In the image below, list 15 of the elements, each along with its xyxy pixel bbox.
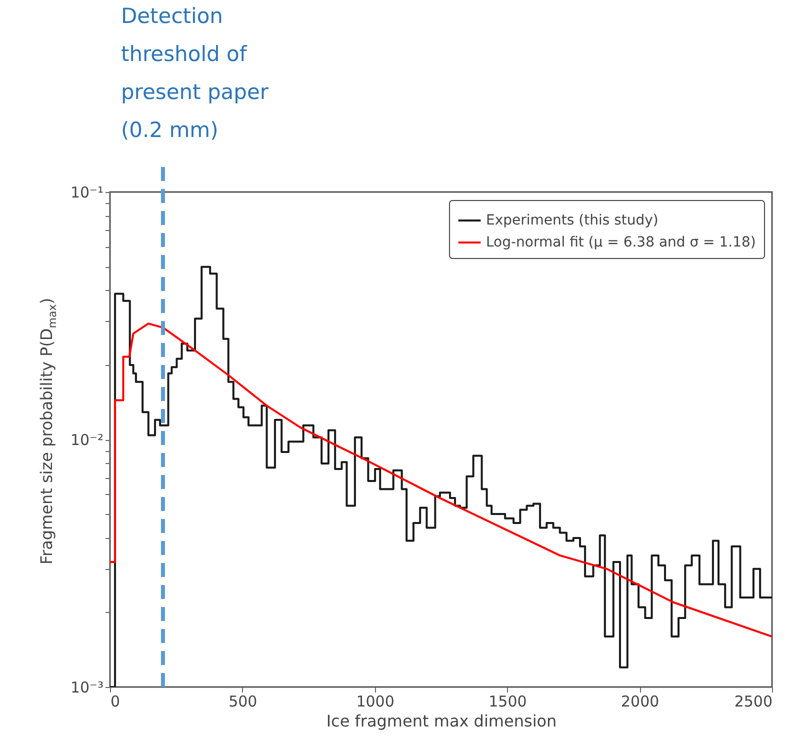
y-tick-label: 10⁻² xyxy=(70,431,104,449)
line-series xyxy=(110,322,772,638)
legend-label: Log-normal fit (μ = 6.38 and σ = 1.18) xyxy=(486,234,756,250)
x-tick-label: 2000 xyxy=(621,692,660,710)
legend-label: Experiments (this study) xyxy=(486,212,658,228)
x-tick-label: 0 xyxy=(110,692,120,710)
x-tick-label: 500 xyxy=(228,692,258,710)
y-tick-label: 10⁻¹ xyxy=(70,184,104,202)
x-axis-title: Ice fragment max dimension xyxy=(326,712,557,730)
x-tick-label: 1500 xyxy=(488,692,527,710)
y-tick-label: 10⁻³ xyxy=(70,678,104,696)
ref-line-label: Detection threshold of present paper (0.2 mm) xyxy=(120,4,269,142)
x-tick-label: 1000 xyxy=(356,692,394,710)
x-tick-label: 2500 xyxy=(734,692,772,710)
y-axis-title: Fragment size probability P(Dmax) xyxy=(37,298,59,565)
